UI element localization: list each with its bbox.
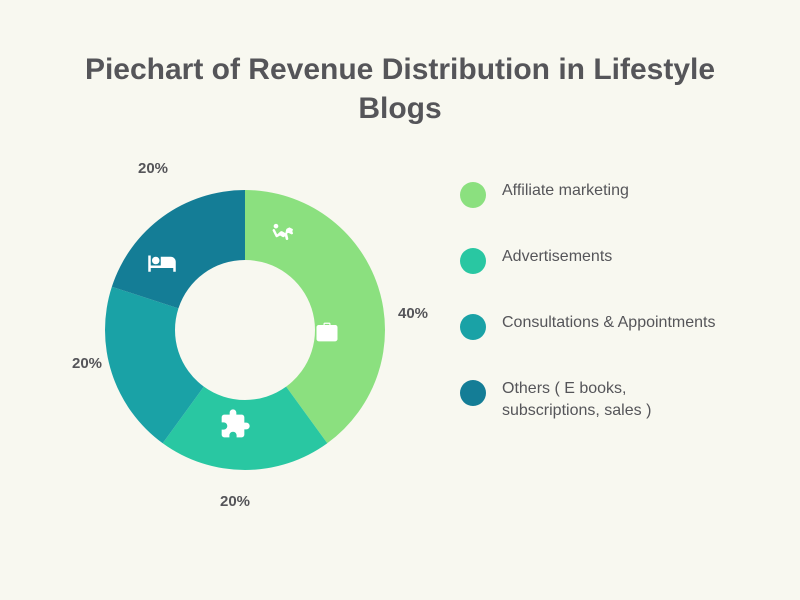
legend-dot <box>460 380 486 406</box>
legend-item-consult: Consultations & Appointments <box>460 312 760 340</box>
legend-item-ads: Advertisements <box>460 246 760 274</box>
legend-dot <box>460 314 486 340</box>
bed-icon <box>147 248 177 278</box>
briefcase-icon <box>313 318 341 346</box>
fitness-icon <box>269 218 297 246</box>
slice-label-ads: 20% <box>220 493 250 510</box>
slice-label-affiliate: 40% <box>398 305 428 322</box>
legend-dot <box>460 182 486 208</box>
slice-label-consult: 20% <box>72 355 102 372</box>
legend-item-others: Others ( E books, subscriptions, sales ) <box>460 378 760 423</box>
legend-item-affiliate: Affiliate marketing <box>460 180 760 208</box>
donut-slice-others <box>112 190 245 308</box>
legend-label: Consultations & Appointments <box>502 312 715 334</box>
legend-dot <box>460 248 486 274</box>
chart-title: Piechart of Revenue Distribution in Life… <box>0 0 800 128</box>
legend-label: Affiliate marketing <box>502 180 629 202</box>
donut-wrap <box>105 190 385 470</box>
legend: Affiliate marketing Advertisements Consu… <box>460 180 760 461</box>
slice-label-others: 20% <box>138 160 168 177</box>
donut-chart: 40% 20% 20% 20% <box>80 155 420 555</box>
puzzle-icon <box>219 408 251 440</box>
legend-label: Advertisements <box>502 246 612 268</box>
legend-label: Others ( E books, subscriptions, sales ) <box>502 378 722 423</box>
